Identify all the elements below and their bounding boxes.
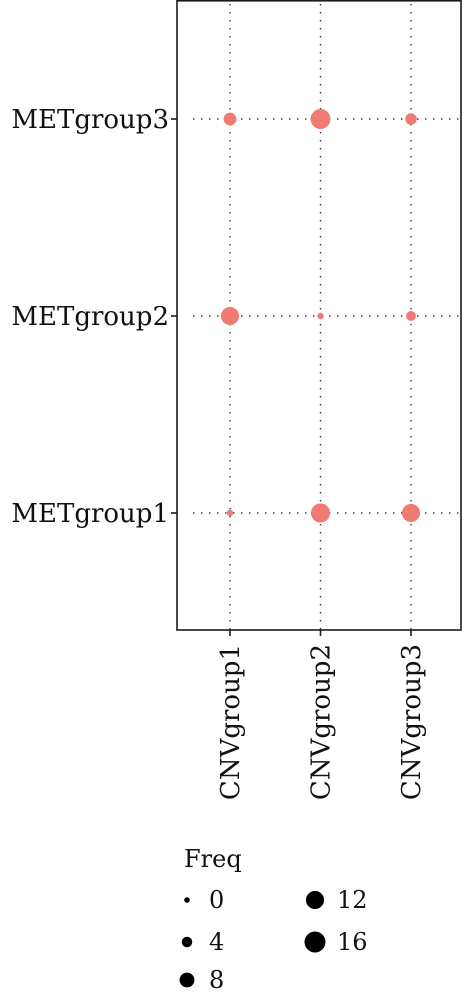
y-tick-label: METgroup3 [11,105,169,135]
data-point [310,109,331,129]
data-point [226,509,234,517]
y-tick-label: METgroup2 [11,302,169,332]
legend-label: 8 [209,966,224,994]
data-point [405,113,417,125]
y-tick-label: METgroup1 [11,499,169,529]
y-axis-tick-labels: METgroup1 METgroup2 METgroup3 [11,105,169,529]
x-axis-tick-labels: CNVgroup1 CNVgroup2 CNVgroup3 [216,644,427,800]
data-point [317,312,324,320]
legend-label: 0 [209,886,224,914]
legend-label: 16 [337,928,368,956]
legend-title: Freq [184,845,242,873]
data-point [220,306,240,326]
axis-ticks [171,118,412,636]
x-tick-label: CNVgroup3 [397,644,427,800]
legend-key [305,890,325,910]
legend-label: 4 [209,928,224,956]
size-legend: Freq 0 4 8 12 16 [179,845,368,994]
legend-label: 12 [337,886,368,914]
data-points [220,109,421,523]
data-point [406,311,416,321]
legend-key [184,897,190,903]
x-tick-label: CNVgroup2 [307,644,337,800]
legend-items: 0 4 8 12 16 [179,886,368,994]
legend-key [181,936,193,948]
legend-key [179,972,195,988]
legend-key [304,931,326,953]
x-tick-label: CNVgroup1 [216,644,246,800]
data-point [310,503,331,523]
data-point [223,112,237,126]
data-point [401,503,421,523]
